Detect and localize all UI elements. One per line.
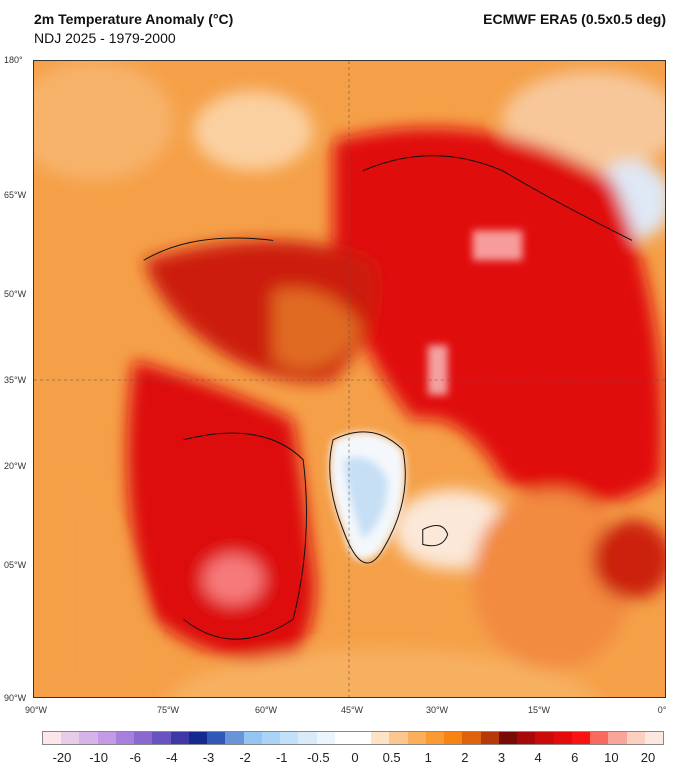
colorbar-tick-label: -2 xyxy=(239,750,251,765)
colorbar-swatch xyxy=(590,732,609,744)
colorbar-tick-label: 0 xyxy=(351,750,359,765)
colorbar-tick-label: -4 xyxy=(166,750,178,765)
colorbar-swatch xyxy=(207,732,226,744)
colorbar-swatch xyxy=(61,732,80,744)
colorbar-swatch xyxy=(134,732,153,744)
colorbar-tick-label: 2 xyxy=(461,750,469,765)
colorbar-swatch xyxy=(389,732,408,744)
bottom-axis-label: 75°W xyxy=(156,705,180,715)
colorbar-swatch xyxy=(498,732,518,744)
colorbar-swatch xyxy=(517,732,536,744)
colorbar-swatch xyxy=(571,732,591,744)
colorbar-swatch xyxy=(43,732,62,744)
colorbar-swatch xyxy=(115,732,135,744)
colorbar-swatch xyxy=(644,732,663,744)
colorbar-tick-label: -3 xyxy=(202,750,215,765)
colorbar xyxy=(42,731,664,745)
colorbar-swatch xyxy=(316,732,335,744)
map-subtitle: NDJ 2025 - 1979-2000 xyxy=(34,30,176,46)
colorbar-tick-label: -0.5 xyxy=(307,750,330,765)
colorbar-tick-label: 0.5 xyxy=(382,750,401,765)
colorbar-swatch xyxy=(352,732,372,744)
colorbar-swatch xyxy=(553,732,572,744)
colorbar-swatch xyxy=(170,732,189,744)
colorbar-swatch xyxy=(152,732,171,744)
left-axis-label: 05°W xyxy=(4,560,27,570)
colorbar-swatch xyxy=(407,732,426,744)
colorbar-swatch xyxy=(608,732,627,744)
colorbar-swatch xyxy=(97,732,116,744)
left-axis-label: 35°W xyxy=(4,375,27,385)
bottom-axis-label: 60°W xyxy=(254,705,278,715)
colorbar-swatch xyxy=(480,732,499,744)
colorbar-swatch xyxy=(444,732,463,744)
temperature-anomaly-map xyxy=(33,60,666,698)
colorbar-swatch xyxy=(243,732,262,744)
map-title: 2m Temperature Anomaly (°C) xyxy=(34,11,234,27)
left-axis-label: 180° xyxy=(4,55,23,65)
colorbar-tick-label: -6 xyxy=(129,750,142,765)
colorbar-swatch xyxy=(425,732,445,744)
left-axis-label: 65°W xyxy=(4,190,27,200)
colorbar-swatch xyxy=(188,732,208,744)
left-axis-label: 90°W xyxy=(4,693,27,703)
colorbar-tick-label: -20 xyxy=(52,750,72,765)
bottom-axis-label: 45°W xyxy=(340,705,364,715)
colorbar-tick-label: 1 xyxy=(424,750,432,765)
colorbar-swatch xyxy=(535,732,554,744)
colorbar-tick-label: 3 xyxy=(497,750,506,765)
colorbar-tick-label: 4 xyxy=(534,750,542,765)
colorbar-swatch xyxy=(261,732,281,744)
bottom-axis-label: 30°W xyxy=(425,705,449,715)
colorbar-swatch xyxy=(79,732,98,744)
colorbar-swatch xyxy=(371,732,390,744)
colorbar-swatch xyxy=(462,732,481,744)
colorbar-swatch xyxy=(298,732,317,744)
colorbar-tick-label: 10 xyxy=(604,750,619,765)
bottom-axis-label: 15°W xyxy=(527,705,551,715)
colorbar-tick-label: -1 xyxy=(275,750,288,765)
colorbar-tick-label: 20 xyxy=(640,750,656,765)
colorbar-swatch xyxy=(334,732,353,744)
data-source: ECMWF ERA5 (0.5x0.5 deg) xyxy=(483,11,666,27)
left-axis-label: 50°W xyxy=(4,289,27,299)
bottom-axis-label: 90°W xyxy=(24,705,48,715)
colorbar-swatch xyxy=(626,732,645,744)
colorbar-tick-label: 6 xyxy=(571,750,579,765)
bottom-axis-label: 0° xyxy=(657,705,667,715)
colorbar-swatch xyxy=(225,732,244,744)
colorbar-swatch xyxy=(280,732,299,744)
colorbar-tick-label: -10 xyxy=(89,750,109,765)
left-axis-label: 20°W xyxy=(4,461,27,471)
